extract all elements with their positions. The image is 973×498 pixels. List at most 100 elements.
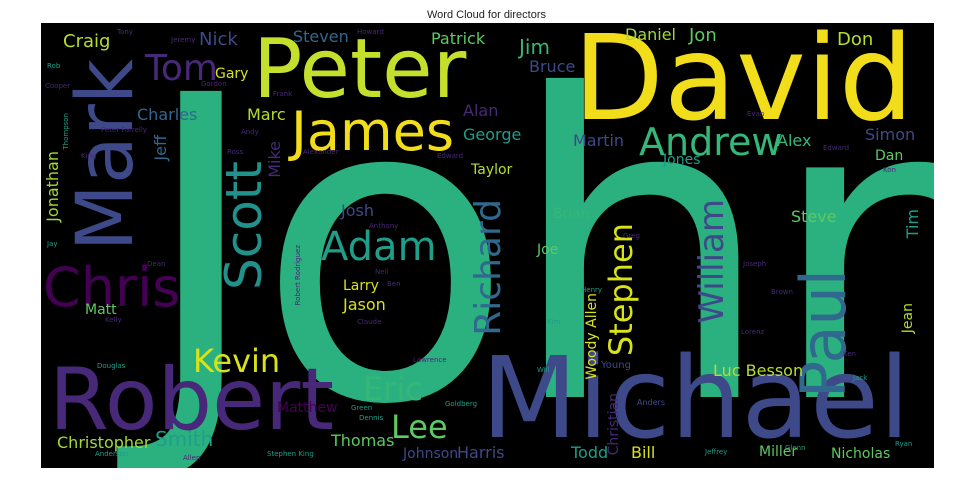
word-tony: Jeremy bbox=[171, 36, 196, 44]
word-alex: Simon bbox=[865, 125, 916, 144]
word-patrick: Patrick bbox=[431, 29, 486, 48]
word-larry: Jason bbox=[343, 295, 386, 314]
word-dennis: Dennis bbox=[359, 414, 384, 422]
word-robert-rodriguez: Robert Rodriguez bbox=[294, 245, 302, 306]
word-jeremy: Howard bbox=[357, 28, 384, 36]
word-evan: Evan bbox=[747, 110, 765, 118]
word-jean: Christian bbox=[606, 393, 622, 456]
word-christian: Young bbox=[601, 360, 631, 371]
word-andy: Ross bbox=[227, 148, 244, 156]
word-scott: Scott bbox=[215, 161, 273, 291]
word-stephen: Stephen bbox=[602, 223, 640, 357]
word-chris: Chris bbox=[43, 256, 181, 319]
word-johnson: Harris bbox=[457, 443, 505, 462]
word-dean: Dean bbox=[147, 260, 166, 268]
word-harris: Todd bbox=[571, 443, 609, 462]
word-henry: Henry bbox=[581, 286, 603, 294]
word-douglas: Douglas bbox=[97, 362, 126, 370]
word-claude: Claude bbox=[357, 318, 382, 326]
word-thomas: Johnson bbox=[403, 446, 459, 462]
word-alan: George bbox=[463, 125, 522, 144]
word-brian: Steve bbox=[791, 207, 837, 226]
word-joe: Larry bbox=[343, 278, 379, 294]
word-martin: Alex bbox=[777, 131, 812, 150]
word-king: Frank bbox=[273, 90, 293, 98]
word-anderson: Anderson bbox=[95, 450, 129, 458]
word-gordon: Peter Farrelly bbox=[101, 126, 147, 134]
word-jay: Jay bbox=[47, 240, 58, 248]
word-de: Bruce bbox=[529, 57, 576, 76]
word-nicholas: Luc Besson bbox=[713, 361, 804, 380]
word-joseph: Joseph bbox=[743, 260, 767, 268]
word-stephen-king: Stephen King bbox=[267, 450, 314, 458]
word-jon: Don bbox=[837, 29, 874, 50]
word-jason: Matt bbox=[85, 302, 117, 318]
word-jonathan: Jeff bbox=[151, 135, 170, 161]
word-ben: Ben bbox=[387, 280, 401, 288]
word-peter-farrelly: Thompson bbox=[62, 113, 70, 150]
word-allen: Allen bbox=[183, 454, 201, 462]
word-ross-alexander: Alexander bbox=[303, 148, 339, 156]
word-anders: Tony bbox=[117, 28, 133, 36]
word-ryan: Ryan bbox=[895, 440, 913, 448]
word-michael: Michael bbox=[481, 334, 910, 464]
word-steven: Steven bbox=[293, 27, 349, 46]
word-miller: Nicholas bbox=[831, 446, 891, 462]
word-smith: Thomas bbox=[331, 431, 395, 450]
word-lorenz: Lorenz bbox=[741, 328, 765, 336]
word-mike: Alan bbox=[463, 101, 499, 120]
word-will: Will bbox=[537, 366, 550, 374]
word-kevin: Kevin bbox=[193, 342, 281, 380]
word-jack: Jack bbox=[853, 374, 868, 382]
word-anthony: Anthony bbox=[369, 222, 399, 230]
word-eric: Eric bbox=[363, 370, 423, 408]
word-john: John bbox=[139, 23, 934, 468]
word-josh: Brian bbox=[553, 206, 590, 222]
word-gary: Marc bbox=[247, 105, 286, 124]
word-mark: Mark bbox=[61, 59, 151, 252]
word-christopher: Smith bbox=[155, 427, 214, 451]
word-daniel: Jon bbox=[689, 25, 717, 46]
word-kon: Kon bbox=[883, 166, 896, 174]
word-craig: Craig bbox=[63, 31, 111, 52]
word-brown: Brown bbox=[771, 288, 793, 296]
word-bill: Miller bbox=[759, 444, 798, 460]
word-glenn: Glenn bbox=[785, 444, 806, 452]
word-david: David bbox=[573, 23, 914, 147]
word-edward: Edward bbox=[823, 144, 850, 152]
word-simon: Jones bbox=[663, 152, 701, 168]
word-neil: Neil bbox=[375, 268, 389, 276]
word-james: James bbox=[291, 100, 454, 163]
word-richard: Richard bbox=[468, 199, 509, 336]
word-george: Martin bbox=[573, 131, 625, 150]
word-cooper: Gordon bbox=[201, 80, 227, 88]
word-howard: Rob bbox=[47, 62, 61, 70]
word-matt: Matthew bbox=[277, 400, 338, 416]
word-jeffrey: Jeffrey bbox=[705, 448, 728, 456]
word-tim: Joe bbox=[537, 242, 559, 258]
word-cloud: John David Michael Robert Peter Mark Pau… bbox=[41, 23, 934, 468]
word-nick: Nick bbox=[199, 29, 238, 50]
word-andrew: Andrew bbox=[639, 120, 783, 164]
word-ken: Ken bbox=[843, 350, 856, 358]
word-marc: Charles bbox=[137, 105, 198, 124]
word-woody-allen: Jean bbox=[900, 303, 916, 334]
word-goldberg: Goldberg bbox=[445, 400, 478, 408]
word-taylor: Josh bbox=[341, 201, 374, 220]
word-don: Gary bbox=[215, 66, 249, 82]
word-rob: Cooper bbox=[45, 82, 71, 90]
word-jeff: Mike bbox=[265, 141, 284, 178]
word-todd: Bill bbox=[631, 443, 656, 462]
word-russell: Edward bbox=[437, 152, 464, 160]
word-peter: Peter bbox=[253, 23, 467, 117]
word-greg: Greg bbox=[623, 232, 640, 240]
chart-title: Word Cloud for directors bbox=[426, 9, 546, 21]
word-lee: Lee bbox=[391, 408, 448, 446]
word-adam: Adam bbox=[321, 224, 437, 270]
word-kelly: Kelly bbox=[105, 316, 122, 324]
word-frank: Andy bbox=[241, 128, 259, 136]
word-steve: Tim bbox=[903, 209, 922, 239]
word-jones: Dan bbox=[875, 148, 904, 164]
word-charles: Jonathan bbox=[43, 151, 62, 222]
word-thompson: King bbox=[81, 152, 97, 160]
